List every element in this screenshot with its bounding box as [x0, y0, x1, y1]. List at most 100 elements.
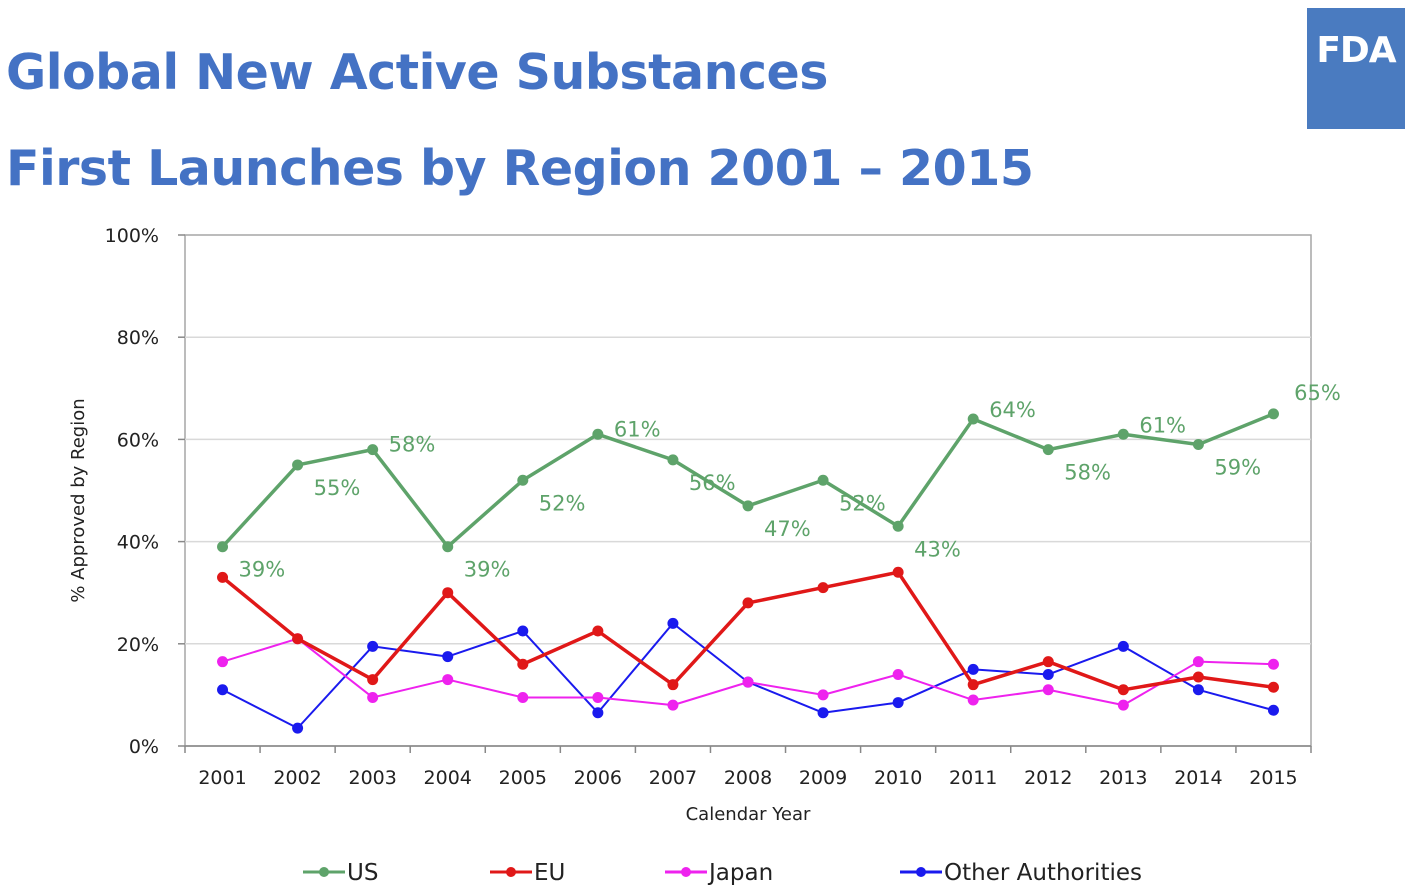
- data-point-eu: [592, 625, 604, 637]
- data-point-other-authorities: [1192, 684, 1204, 696]
- data-label-us: 43%: [914, 537, 961, 561]
- data-label-us: 61%: [614, 417, 661, 441]
- y-tick-label: 40%: [117, 532, 159, 554]
- legend-marker-us: [319, 867, 329, 877]
- data-point-other-authorities: [217, 684, 229, 696]
- data-point-other-authorities: [442, 651, 454, 663]
- chart-title-line-2: First Launches by Region 2001 – 2015: [6, 140, 1034, 197]
- x-tick-label: 2006: [574, 767, 622, 789]
- data-label-us: 56%: [689, 471, 736, 495]
- data-label-us: 59%: [1214, 456, 1261, 480]
- data-point-eu: [367, 674, 379, 686]
- data-point-other-authorities: [892, 697, 904, 709]
- data-point-us: [742, 500, 754, 512]
- data-point-other-authorities: [667, 617, 679, 629]
- data-label-us: 52%: [839, 491, 886, 515]
- data-point-us: [1267, 408, 1279, 420]
- data-point-eu: [517, 658, 529, 670]
- x-tick-label: 2005: [499, 767, 547, 789]
- data-point-eu: [442, 587, 454, 599]
- legend-label-us: US: [347, 860, 378, 886]
- data-point-eu: [892, 566, 904, 578]
- data-point-us: [817, 474, 829, 486]
- data-point-eu: [667, 679, 679, 691]
- data-point-us: [1042, 444, 1054, 456]
- data-point-us: [292, 459, 304, 471]
- data-point-other-authorities: [1267, 704, 1279, 716]
- data-point-japan: [1267, 658, 1279, 670]
- data-point-us: [592, 428, 604, 440]
- data-point-japan: [1117, 699, 1129, 711]
- series-line-eu: [221, 570, 1274, 692]
- data-point-us: [667, 454, 679, 466]
- data-label-us: 64%: [989, 398, 1036, 422]
- x-tick-label: 2008: [724, 767, 772, 789]
- x-tick-label: 2004: [424, 767, 472, 789]
- x-tick-label: 2015: [1249, 767, 1297, 789]
- legend-label-japan: Japan: [707, 860, 773, 886]
- x-tick-label: 2009: [799, 767, 847, 789]
- fda-logo: FDA: [1307, 8, 1405, 129]
- data-point-eu: [292, 633, 304, 645]
- x-tick-label: 2013: [1099, 767, 1147, 789]
- data-point-eu: [817, 582, 829, 594]
- data-point-eu: [742, 597, 754, 609]
- y-tick-label: 80%: [117, 327, 159, 349]
- y-tick-label: 20%: [117, 634, 159, 656]
- x-tick-label: 2014: [1174, 767, 1222, 789]
- fda-logo-text: FDA: [1316, 30, 1396, 71]
- data-point-japan: [1192, 656, 1204, 668]
- data-label-us: 58%: [1064, 461, 1111, 485]
- x-tick-label: 2003: [348, 767, 396, 789]
- data-point-us: [517, 474, 529, 486]
- data-point-japan: [442, 674, 454, 686]
- y-tick-label: 0%: [129, 736, 159, 758]
- data-label-us: 39%: [239, 558, 286, 582]
- legend-marker-eu: [506, 867, 516, 877]
- data-point-other-authorities: [292, 722, 304, 734]
- x-tick-label: 2001: [198, 767, 246, 789]
- data-point-japan: [367, 691, 379, 703]
- data-point-us: [967, 413, 979, 425]
- x-tick-label: 2010: [874, 767, 922, 789]
- x-tick-label: 2002: [273, 767, 321, 789]
- data-point-other-authorities: [592, 707, 604, 719]
- data-point-eu: [217, 571, 229, 583]
- legend-label-eu: EU: [534, 860, 565, 886]
- series-line-other-authorities: [222, 622, 1274, 730]
- data-label-us: 55%: [314, 476, 361, 500]
- data-point-eu: [1192, 671, 1204, 683]
- data-label-us: 58%: [389, 433, 436, 457]
- data-point-japan: [817, 689, 829, 701]
- data-point-us: [367, 444, 379, 456]
- series-line-us: [221, 412, 1275, 549]
- data-point-japan: [742, 676, 754, 688]
- data-point-other-authorities: [967, 663, 979, 675]
- data-point-other-authorities: [517, 625, 529, 637]
- data-point-us: [442, 541, 454, 553]
- x-tick-label: 2007: [649, 767, 697, 789]
- legend-marker-japan: [681, 867, 691, 877]
- data-point-eu: [1117, 684, 1129, 696]
- x-axis-title: Calendar Year: [686, 804, 811, 825]
- chart-title-line-1: Global New Active Substances: [6, 44, 828, 101]
- data-point-other-authorities: [367, 640, 379, 652]
- data-point-japan: [1042, 684, 1054, 696]
- y-tick-label: 60%: [117, 429, 159, 451]
- data-point-japan: [667, 699, 679, 711]
- data-point-japan: [892, 668, 904, 680]
- data-point-other-authorities: [817, 707, 829, 719]
- data-label-us: 61%: [1139, 413, 1186, 437]
- x-tick-label: 2012: [1024, 767, 1072, 789]
- y-axis-title: % Approved by Region: [68, 398, 89, 602]
- data-label-us: 52%: [539, 491, 586, 515]
- data-point-japan: [592, 691, 604, 703]
- data-point-japan: [967, 694, 979, 706]
- data-point-japan: [217, 656, 229, 668]
- data-point-us: [217, 541, 229, 553]
- data-point-us: [1117, 428, 1129, 440]
- data-label-us: 47%: [764, 517, 811, 541]
- data-point-us: [892, 520, 904, 532]
- data-point-us: [1192, 439, 1204, 451]
